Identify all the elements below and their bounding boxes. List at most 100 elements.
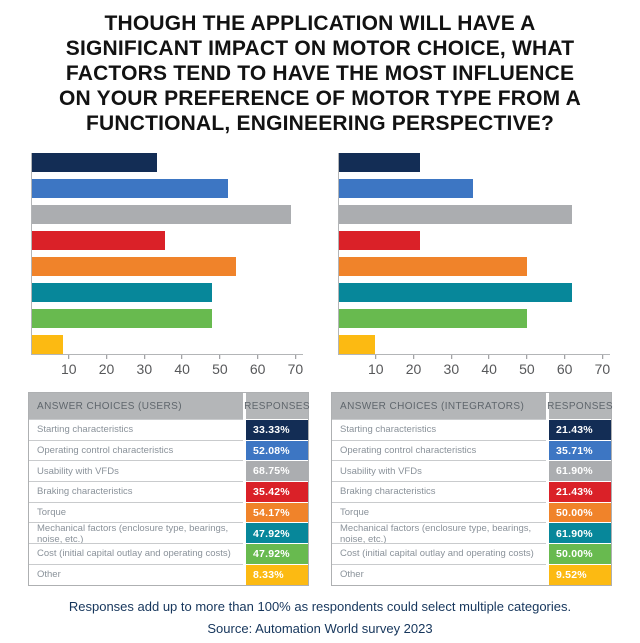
column-divider (243, 481, 246, 502)
response-value: 54.17% (246, 501, 308, 523)
bar (339, 335, 375, 354)
table-row: Other 9.52% (332, 563, 611, 585)
tick-mark (68, 355, 70, 359)
bar (32, 283, 213, 302)
x-axis-integrators: 10 20 30 40 50 60 70 (338, 355, 610, 379)
column-header-answer-choices: ANSWER CHOICES (USERS) (29, 393, 243, 419)
column-divider (546, 439, 549, 461)
response-value: 61.90% (549, 522, 611, 546)
tick-mark (375, 355, 377, 359)
page-title: THOUGH THE APPLICATION WILL HAVE A SIGNI… (0, 0, 640, 136)
table-row: Torque 54.17% (29, 501, 308, 523)
response-value: 8.33% (246, 563, 308, 585)
bar-chart-users: 10 20 30 40 50 60 70 (31, 153, 303, 379)
table-row: Cost (initial capital outlay and operati… (29, 543, 308, 564)
response-value: 33.33% (246, 419, 308, 440)
table-body: Starting characteristics 21.43% Operating … (332, 419, 611, 585)
column-divider (243, 501, 246, 523)
answer-label: Operating control characteristics (332, 439, 546, 461)
bar (339, 283, 572, 302)
tick-mark (181, 355, 183, 359)
tick-mark (219, 355, 221, 359)
answer-label: Mechanical factors (enclosure type, bear… (29, 522, 243, 545)
column-divider (546, 522, 549, 546)
column-divider (546, 419, 549, 440)
bar (32, 205, 291, 224)
response-value: 21.43% (549, 481, 611, 502)
tick-mark (413, 355, 415, 359)
x-axis-users: 10 20 30 40 50 60 70 (31, 355, 303, 379)
bar (32, 257, 236, 276)
tick-mark (257, 355, 259, 359)
answer-label: Cost (initial capital outlay and operati… (332, 543, 546, 564)
answer-label: Braking characteristics (332, 481, 546, 502)
table-header: ANSWER CHOICES (USERS) RESPONSES (29, 393, 310, 419)
answers-table-integrators: ANSWER CHOICES (INTEGRATORS) RESPONSES S… (331, 392, 613, 586)
title-line: ON YOUR PREFERENCE OF MOTOR TYPE FROM A (59, 87, 581, 110)
tick-label: 50 (519, 361, 535, 377)
charts-row: 10 20 30 40 50 60 70 10 20 30 40 50 60 70 (31, 153, 610, 379)
answer-label: Operating control characteristics (29, 439, 243, 461)
tick-label: 50 (212, 361, 228, 377)
table-row: Usability with VFDs 61.90% (332, 460, 611, 482)
answer-label: Usability with VFDs (29, 460, 243, 481)
table-body: Starting characteristics 33.33% Operating … (29, 419, 308, 585)
footer: Responses add up to more than 100% as re… (0, 599, 640, 636)
response-value: 35.71% (549, 439, 611, 461)
x-tick: 30 (137, 355, 152, 377)
answer-label: Other (332, 563, 546, 585)
column-divider (546, 393, 549, 419)
bar (32, 179, 229, 198)
x-tick: 50 (519, 355, 535, 377)
column-divider (546, 501, 549, 523)
x-tick: 10 (61, 355, 77, 377)
x-tick: 30 (443, 355, 460, 377)
bar (339, 231, 420, 250)
answer-label: Torque (29, 501, 243, 523)
response-value: 50.00% (549, 501, 611, 523)
chart-plot-integrators (338, 153, 610, 355)
table-row: Cost (initial capital outlay and operati… (332, 543, 611, 564)
bar (32, 335, 64, 354)
x-tick: 20 (99, 355, 114, 377)
x-tick: 40 (174, 355, 190, 377)
tick-label: 40 (481, 361, 497, 377)
table-row: Mechanical factors (enclosure type, bear… (332, 522, 611, 546)
answer-label: Mechanical factors (enclosure type, bear… (332, 522, 546, 545)
tick-mark (450, 355, 452, 359)
column-divider (243, 439, 246, 461)
bar-chart-integrators: 10 20 30 40 50 60 70 (338, 153, 610, 379)
tick-label: 40 (174, 361, 190, 377)
x-tick: 50 (212, 355, 228, 377)
bar (339, 205, 572, 224)
table-header: ANSWER CHOICES (INTEGRATORS) RESPONSES (332, 393, 613, 419)
table-row: Usability with VFDs 68.75% (29, 460, 308, 482)
title-line: THOUGH THE APPLICATION WILL HAVE A (104, 12, 536, 35)
response-value: 52.08% (246, 439, 308, 461)
response-value: 68.75% (246, 460, 308, 482)
column-divider (546, 460, 549, 482)
table-row: Other 8.33% (29, 563, 308, 585)
bar (339, 257, 528, 276)
x-tick: 40 (481, 355, 497, 377)
footer-note: Responses add up to more than 100% as re… (68, 598, 572, 614)
tick-label: 10 (60, 361, 77, 377)
footer-source: Source: Automation World survey 2023 (207, 620, 433, 636)
tick-label: 60 (556, 361, 573, 377)
tick-label: 60 (249, 361, 266, 377)
table-row: Operating control characteristics 35.71% (332, 439, 611, 461)
title-line: FUNCTIONAL, ENGINEERING PERSPECTIVE? (85, 112, 555, 135)
bar (339, 179, 474, 198)
x-tick: 60 (249, 355, 266, 377)
column-divider (243, 393, 246, 419)
answers-table-users: ANSWER CHOICES (USERS) RESPONSES Startin… (28, 392, 310, 586)
tables-row: ANSWER CHOICES (USERS) RESPONSES Startin… (28, 392, 613, 586)
bar (32, 231, 166, 250)
column-header-responses: RESPONSES (244, 393, 310, 419)
table-row: Torque 50.00% (332, 501, 611, 523)
tick-mark (488, 355, 490, 359)
answer-label: Starting characteristics (29, 419, 243, 440)
tick-mark (143, 355, 145, 359)
tick-label: 30 (443, 361, 460, 377)
response-value: 50.00% (549, 543, 611, 564)
